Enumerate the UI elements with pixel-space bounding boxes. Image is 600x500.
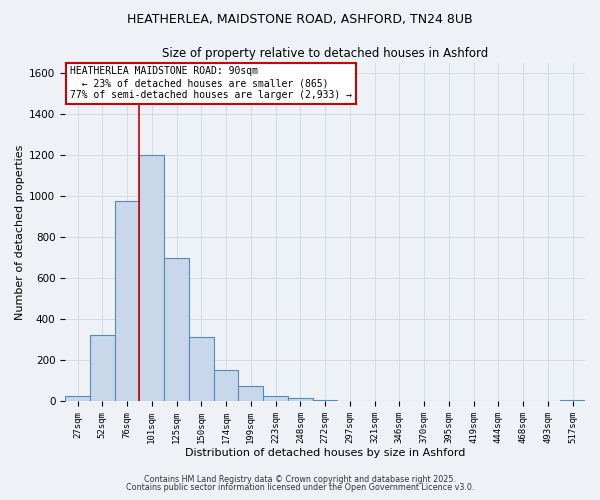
X-axis label: Distribution of detached houses by size in Ashford: Distribution of detached houses by size … <box>185 448 465 458</box>
Bar <box>139 156 164 402</box>
Bar <box>115 202 139 402</box>
Bar <box>288 398 313 402</box>
Bar <box>65 396 90 402</box>
Text: HEATHERLEA MAIDSTONE ROAD: 90sqm
  ← 23% of detached houses are smaller (865)
77: HEATHERLEA MAIDSTONE ROAD: 90sqm ← 23% o… <box>70 66 352 100</box>
Bar <box>238 386 263 402</box>
Bar <box>560 400 585 402</box>
Bar <box>313 400 337 402</box>
Bar <box>189 337 214 402</box>
Text: Contains HM Land Registry data © Crown copyright and database right 2025.: Contains HM Land Registry data © Crown c… <box>144 475 456 484</box>
Bar <box>164 258 189 402</box>
Title: Size of property relative to detached houses in Ashford: Size of property relative to detached ho… <box>162 48 488 60</box>
Text: HEATHERLEA, MAIDSTONE ROAD, ASHFORD, TN24 8UB: HEATHERLEA, MAIDSTONE ROAD, ASHFORD, TN2… <box>127 12 473 26</box>
Bar <box>214 370 238 402</box>
Bar <box>90 334 115 402</box>
Bar <box>263 396 288 402</box>
Y-axis label: Number of detached properties: Number of detached properties <box>15 144 25 320</box>
Text: Contains public sector information licensed under the Open Government Licence v3: Contains public sector information licen… <box>126 484 474 492</box>
